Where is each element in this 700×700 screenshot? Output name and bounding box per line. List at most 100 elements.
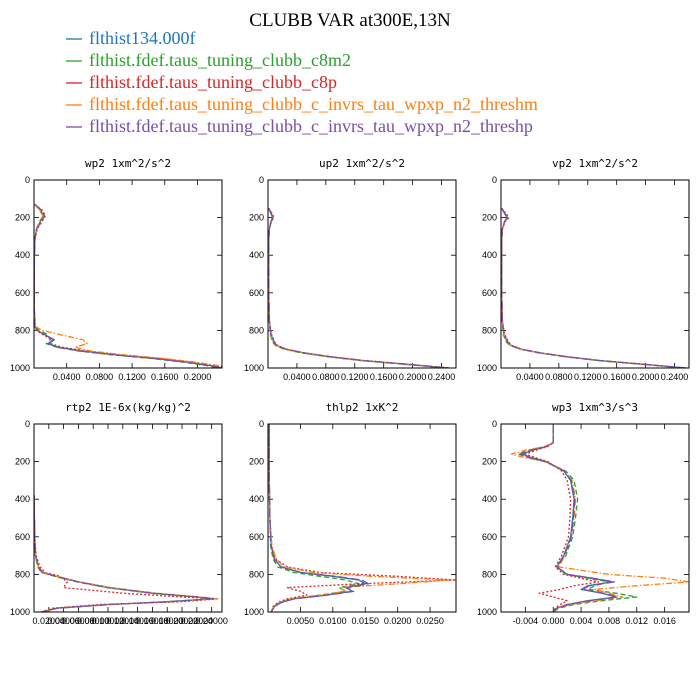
series-line (268, 207, 449, 368)
series-line (34, 203, 222, 367)
panel-title: up2 1xm^2/s^2 (319, 157, 405, 170)
legend-entry: flthist.fdef.taus_tuning_clubb_c_invrs_t… (89, 116, 533, 136)
y-tick-label: 800 (15, 325, 30, 335)
legend: flthist134.000fflthist.fdef.taus_tuning_… (66, 28, 538, 136)
x-tick-label: 0.24000 (195, 616, 228, 626)
y-tick-label: 600 (482, 532, 497, 542)
x-tick-label: 0.0800 (86, 372, 114, 382)
x-tick-label: 0.06000 (62, 616, 95, 626)
y-tick-label: 1000 (477, 363, 497, 373)
plot-frame (267, 423, 457, 613)
series-line (501, 207, 687, 368)
panel-title: vp2 1xm^2/s^2 (552, 157, 638, 170)
x-tick-label: 0.18000 (151, 616, 184, 626)
y-tick-label: 0 (492, 419, 497, 429)
x-tick-label: 0.22000 (181, 616, 214, 626)
y-tick-label: 200 (482, 457, 497, 467)
y-tick-label: 0 (259, 175, 264, 185)
x-tick-label: 0.02000 (33, 616, 66, 626)
panel-title: wp3 1xm^3/s^3 (552, 401, 638, 414)
x-tick-label: 0.14000 (121, 616, 154, 626)
y-tick-label: 600 (15, 288, 30, 298)
legend-entry: flthist.fdef.taus_tuning_clubb_c_invrs_t… (89, 94, 538, 114)
x-tick-label: 0.0800 (545, 372, 573, 382)
x-tick-label: 0.0100 (319, 616, 347, 626)
y-tick-label: 200 (15, 457, 30, 467)
x-tick-label: 0.2400 (428, 372, 456, 382)
series-line (34, 495, 215, 612)
series-line (517, 424, 638, 612)
y-tick-label: 800 (482, 569, 497, 579)
plot-frame (500, 179, 690, 369)
y-tick-label: 0 (25, 419, 30, 429)
y-tick-label: 1000 (10, 363, 30, 373)
x-tick-label: 0.20000 (166, 616, 199, 626)
y-tick-label: 200 (482, 213, 497, 223)
x-tick-label: -0.004 (513, 616, 539, 626)
x-tick-label: 0.0200 (384, 616, 412, 626)
series-line (34, 495, 214, 612)
x-tick-label: 0.012 (626, 616, 649, 626)
x-tick-label: 0.04000 (47, 616, 80, 626)
series-line (519, 424, 619, 612)
series-line (34, 203, 219, 368)
plot-frame (33, 423, 223, 613)
series-line (34, 203, 222, 368)
x-tick-label: 0.1600 (151, 372, 179, 382)
series-line (268, 424, 370, 612)
x-tick-label: 0.1600 (603, 372, 631, 382)
x-tick-label: 0.0400 (283, 372, 311, 382)
series-line (268, 207, 451, 368)
series-line (501, 207, 684, 368)
panel: thlp2 1xK^2 0 200 400 600 800 1000 0.0050 0.0100… (244, 401, 457, 626)
y-tick-label: 400 (482, 250, 497, 260)
x-tick-label: 0.10000 (92, 616, 125, 626)
series-line (501, 207, 687, 368)
y-tick-label: 400 (15, 250, 30, 260)
y-tick-label: 1000 (244, 607, 264, 617)
series-line (510, 424, 689, 612)
legend-entry: flthist.fdef.taus_tuning_clubb_c8m2 (89, 50, 351, 70)
panel: vp2 1xm^2/s^2 0 200 400 600 800 1000 0.0400 0.08… (477, 157, 690, 382)
x-tick-label: 0.0800 (312, 372, 340, 382)
x-tick-label: 0.2000 (632, 372, 660, 382)
y-tick-label: 600 (249, 288, 264, 298)
series-line (501, 207, 685, 368)
y-tick-label: 600 (15, 532, 30, 542)
x-tick-label: 0.2400 (661, 372, 689, 382)
y-tick-label: 200 (249, 457, 264, 467)
x-tick-label: 0.0250 (416, 616, 444, 626)
y-tick-label: 600 (249, 532, 264, 542)
y-tick-label: 600 (482, 288, 497, 298)
y-tick-label: 200 (15, 213, 30, 223)
y-tick-label: 400 (482, 494, 497, 504)
y-tick-label: 0 (492, 175, 497, 185)
x-tick-label: 0.1200 (341, 372, 369, 382)
y-tick-label: 800 (15, 569, 30, 579)
panel: up2 1xm^2/s^2 0 200 400 600 800 1000 0.0400 0.08… (244, 157, 457, 382)
y-tick-label: 1000 (10, 607, 30, 617)
plot-frame (500, 423, 690, 613)
series-line (34, 495, 213, 612)
panel-title: rtp2 1E-6x(kg/kg)^2 (65, 401, 191, 414)
y-tick-label: 1000 (244, 363, 264, 373)
series-line (34, 495, 220, 612)
y-tick-label: 800 (249, 569, 264, 579)
plot-frame (33, 179, 223, 369)
legend-entry: flthist134.000f (89, 28, 196, 48)
series-line (524, 424, 600, 612)
series-line (501, 207, 686, 368)
series-line (34, 203, 222, 368)
panel: rtp2 1E-6x(kg/kg)^2 0 200 400 600 800 10000.02… (10, 401, 228, 626)
x-tick-label: 0.1200 (574, 372, 602, 382)
x-tick-label: 0.2000 (399, 372, 427, 382)
series-line (268, 424, 451, 612)
plot-frame (267, 179, 457, 369)
x-tick-label: 0.08000 (77, 616, 110, 626)
x-tick-label: 0.016 (653, 616, 676, 626)
series-line (268, 207, 447, 368)
series-line (268, 207, 449, 368)
y-tick-label: 800 (482, 325, 497, 335)
series-line (34, 495, 219, 612)
